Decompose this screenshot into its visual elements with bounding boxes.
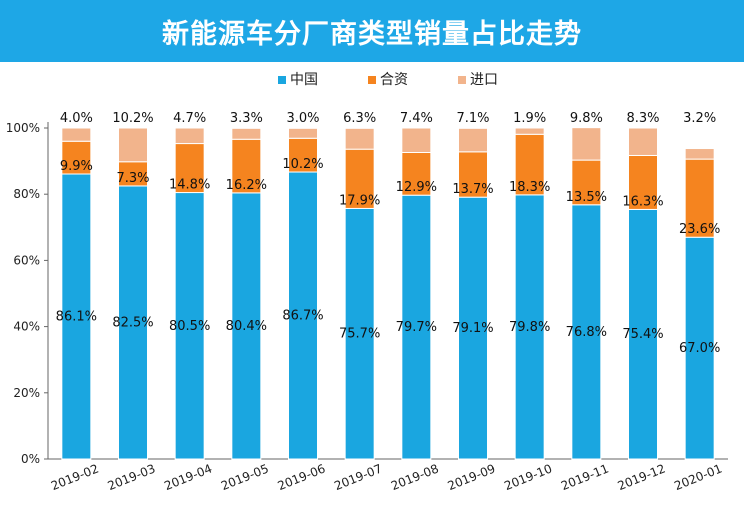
data-label-jv: 23.6% [679, 222, 720, 237]
bar-1-2019-07 [344, 207, 375, 460]
legend-label-2: 合资 [380, 72, 408, 88]
x-tick-label: 2019-03 [106, 461, 158, 493]
legend-label-3: 进口 [470, 72, 498, 88]
data-label-import: 4.0% [60, 111, 93, 126]
x-tick-label: 2019-08 [389, 461, 441, 493]
y-tick-label: 40% [13, 320, 40, 334]
x-tick-label: 2019-06 [276, 461, 328, 493]
bar-3-2019-10 [514, 127, 545, 135]
legend-swatch-1 [278, 76, 286, 84]
data-label-jv: 9.9% [60, 159, 93, 174]
bar-3-2019-09 [458, 127, 488, 153]
bar-3-2019-06 [288, 127, 318, 139]
bar-3-2019-08 [401, 127, 432, 153]
y-tick-label: 60% [13, 253, 40, 267]
stacked-bar-chart: 中国 合资 进口 0% 20% 40% 60% 80% 100% 86.1% 9.9% 4.0% 201… [6, 72, 728, 493]
legend-swatch-3 [458, 76, 466, 84]
y-tick-label: 80% [13, 187, 40, 201]
x-tick-label: 2019-10 [502, 461, 554, 493]
data-label-import: 9.8% [570, 111, 603, 126]
bar-2-2020-01 [684, 158, 715, 238]
x-tick-label: 2019-07 [332, 461, 384, 493]
bar-1-2019-02 [61, 173, 92, 460]
bar-3-2019-12 [628, 127, 658, 156]
data-label-china: 75.7% [339, 327, 380, 342]
x-tick-label: 2019-04 [162, 461, 214, 493]
bar-2-2019-07 [344, 148, 375, 209]
data-label-jv: 13.5% [566, 190, 607, 205]
data-label-jv: 16.3% [622, 194, 663, 209]
data-label-china: 80.5% [169, 319, 210, 334]
bar-2-2019-06 [288, 137, 318, 173]
data-label-jv: 16.2% [226, 178, 267, 193]
x-tick-label: 2019-02 [49, 461, 101, 493]
data-label-jv: 12.9% [396, 180, 437, 195]
bar-1-2019-10 [514, 194, 545, 460]
data-label-jv: 7.3% [116, 171, 149, 186]
data-label-china: 79.1% [452, 321, 493, 336]
bar-3-2019-03 [118, 127, 148, 163]
legend-swatch-2 [368, 76, 376, 84]
data-label-china: 86.7% [282, 309, 323, 324]
data-label-china: 76.8% [566, 325, 607, 340]
data-label-import: 1.9% [513, 111, 546, 126]
data-label-import: 3.0% [286, 111, 319, 126]
bar-3-2019-11 [571, 127, 602, 161]
bar-3-2019-02 [61, 127, 92, 142]
data-label-jv: 14.8% [169, 178, 210, 193]
bar-3-2020-01 [684, 148, 715, 160]
x-tick-label: 2020-01 [672, 461, 724, 493]
x-tick-label: 2019-05 [219, 461, 271, 493]
y-tick-label: 100% [6, 121, 40, 135]
bar-1-2019-08 [401, 194, 432, 460]
bar-1-2020-01 [684, 236, 715, 460]
x-tick-label: 2019-11 [559, 461, 611, 493]
data-label-china: 67.0% [679, 341, 720, 356]
bar-2-2019-02 [61, 140, 92, 175]
bar-2-2019-05 [231, 138, 262, 194]
y-tick-label: 20% [13, 386, 40, 400]
data-label-import: 3.2% [683, 111, 716, 126]
data-label-china: 75.4% [622, 327, 663, 342]
bar-2-2019-11 [571, 159, 602, 206]
x-tick-label: 2019-09 [446, 461, 498, 493]
chart-title: 新能源车分厂商类型销量占比走势 [162, 18, 582, 50]
data-label-import: 8.3% [626, 111, 659, 126]
bar-2-2019-10 [514, 133, 545, 196]
bar-1-2019-04 [174, 192, 205, 460]
data-label-china: 82.5% [112, 315, 153, 330]
legend-label-1: 中国 [290, 72, 318, 88]
title-bar: 新能源车分厂商类型销量占比走势 [0, 0, 744, 62]
data-label-china: 79.8% [509, 320, 550, 335]
data-label-china: 80.4% [226, 319, 267, 334]
bar-1-2019-11 [571, 204, 602, 460]
data-label-import: 7.4% [400, 111, 433, 126]
bar-1-2019-06 [288, 171, 318, 460]
bar-3-2019-04 [174, 127, 205, 145]
x-tick-label: 2019-12 [616, 461, 668, 493]
data-label-china: 86.1% [56, 310, 97, 325]
data-label-jv: 13.7% [452, 182, 493, 197]
bar-1-2019-03 [118, 185, 148, 460]
data-label-jv: 10.2% [282, 157, 323, 172]
bar-1-2019-12 [628, 208, 658, 460]
data-label-china: 79.7% [396, 320, 437, 335]
data-label-import: 7.1% [456, 111, 489, 126]
data-label-import: 4.7% [173, 111, 206, 126]
data-label-jv: 18.3% [509, 180, 550, 195]
data-label-jv: 17.9% [339, 193, 380, 208]
bar-3-2019-07 [344, 127, 375, 150]
bar-3-2019-05 [231, 127, 262, 140]
data-label-import: 3.3% [230, 111, 263, 126]
data-label-import: 10.2% [112, 111, 153, 126]
y-tick-label: 0% [21, 452, 40, 466]
data-label-import: 6.3% [343, 111, 376, 126]
